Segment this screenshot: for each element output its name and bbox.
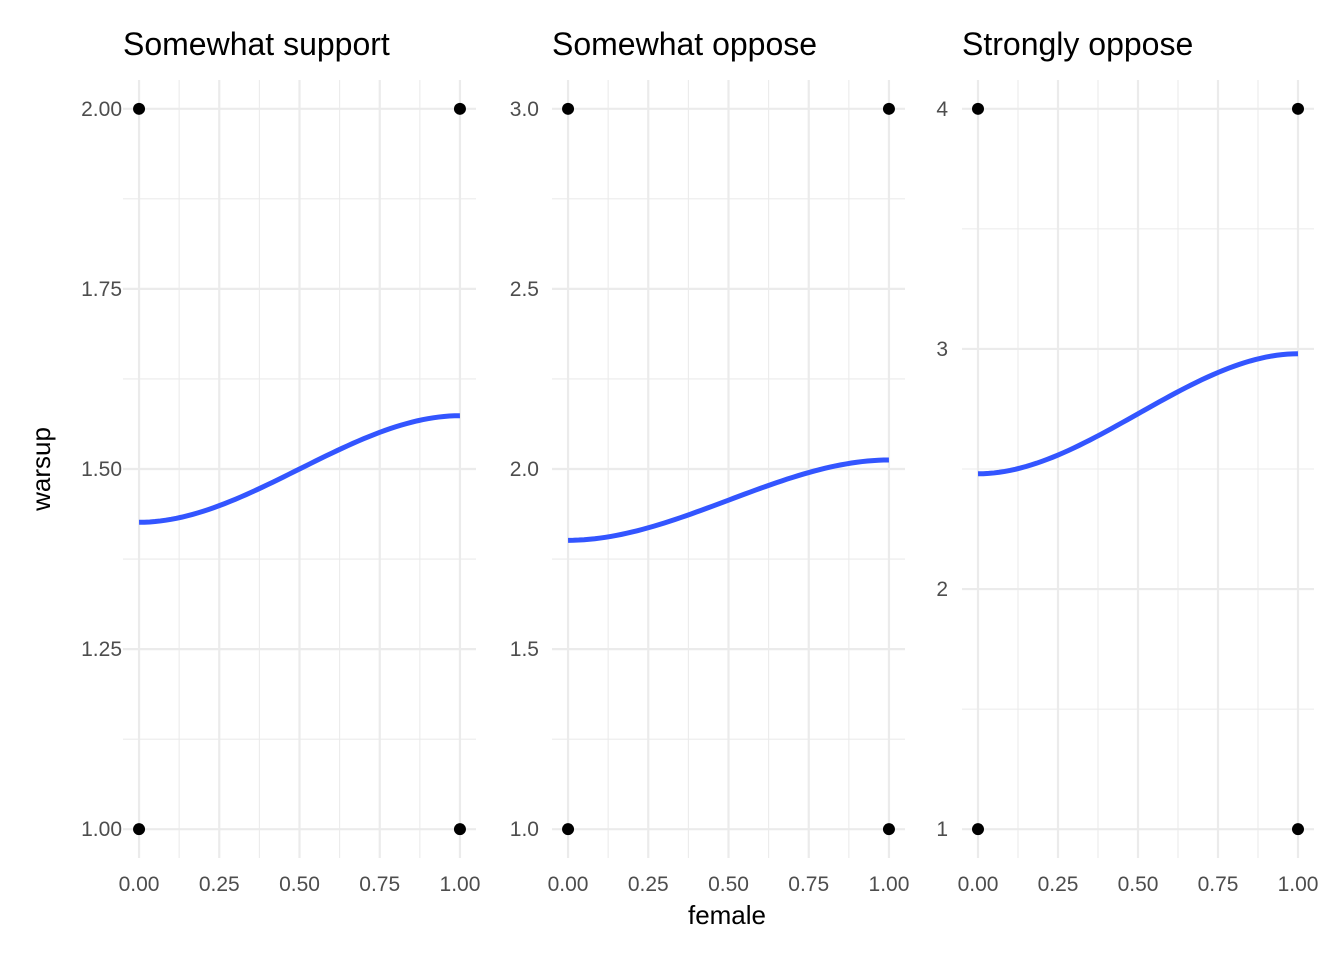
data-point bbox=[453, 102, 466, 115]
x-tick-label: 0.00 bbox=[958, 873, 999, 896]
y-tick-label: 1.75 bbox=[81, 278, 122, 301]
x-tick-label: 0.75 bbox=[359, 873, 400, 896]
y-axis-title: warsup bbox=[26, 427, 56, 512]
data-point bbox=[133, 823, 146, 836]
x-tick-label: 0.50 bbox=[279, 873, 320, 896]
x-tick-label: 0.25 bbox=[628, 873, 669, 896]
y-tick-label: 1.25 bbox=[81, 638, 122, 661]
data-point bbox=[972, 823, 984, 836]
panel-2: 1.0 1.5 2.0 2.5 3.0 0.00 0.25 0.50 0.75 1.00 Somew… bbox=[510, 26, 910, 896]
data-point bbox=[882, 823, 895, 836]
x-tick-label: 0.00 bbox=[548, 873, 589, 896]
panel-3: 1 2 3 4 0.00 0.25 0.50 0.75 1.00 Strongly oppose bbox=[936, 26, 1318, 896]
y-tick-label: 1.0 bbox=[510, 818, 539, 841]
data-point bbox=[453, 823, 466, 836]
data-point bbox=[562, 823, 575, 836]
y-tick-label: 3.0 bbox=[510, 98, 539, 121]
y-tick-label: 3 bbox=[936, 338, 948, 361]
y-tick-label: 2.0 bbox=[510, 458, 539, 481]
y-tick-label: 2 bbox=[936, 578, 948, 601]
x-axis-title: female bbox=[688, 900, 766, 930]
x-tick-label: 0.50 bbox=[708, 873, 749, 896]
chart-panels: 1.001.251.501.752.000.00 0.25 0.50 0.75 1.00… bbox=[81, 26, 1318, 896]
y-tick-label: 1 bbox=[936, 818, 948, 841]
data-point bbox=[972, 102, 984, 115]
x-tick-label: 0.25 bbox=[199, 873, 240, 896]
panel-title: Somewhat oppose bbox=[552, 26, 817, 62]
x-tick-label: 0.75 bbox=[788, 873, 829, 896]
data-point bbox=[882, 102, 895, 115]
x-tick-label: 0.00 bbox=[119, 873, 160, 896]
data-point bbox=[562, 102, 575, 115]
x-tick-label: 0.25 bbox=[1038, 873, 1079, 896]
x-tick-label: 1.00 bbox=[869, 873, 910, 896]
y-tick-label: 1.5 bbox=[510, 638, 539, 661]
y-tick-label: 2.00 bbox=[81, 98, 122, 121]
y-tick-label: 4 bbox=[936, 98, 948, 121]
data-point bbox=[1292, 102, 1304, 115]
x-tick-label: 0.75 bbox=[1198, 873, 1239, 896]
data-point bbox=[1292, 823, 1304, 836]
fit-curve bbox=[139, 413, 460, 525]
x-tick-label: 1.00 bbox=[440, 873, 481, 896]
data-point bbox=[133, 102, 146, 115]
x-tick-label: 0.50 bbox=[1118, 873, 1159, 896]
x-tick-label: 1.00 bbox=[1278, 873, 1319, 896]
fit-curve bbox=[568, 457, 889, 543]
panel-title: Somewhat support bbox=[123, 26, 390, 62]
panel-1: 1.00 1.25 1.50 1.75 2.00 0.00 0.25 0.50 0.75 1.00… bbox=[81, 26, 480, 896]
y-tick-label: 1.50 bbox=[81, 458, 122, 481]
fit-curve bbox=[977, 351, 1299, 477]
y-tick-label: 2.5 bbox=[510, 278, 539, 301]
panel-title: Strongly oppose bbox=[962, 26, 1193, 62]
y-tick-label: 1.00 bbox=[81, 818, 122, 841]
